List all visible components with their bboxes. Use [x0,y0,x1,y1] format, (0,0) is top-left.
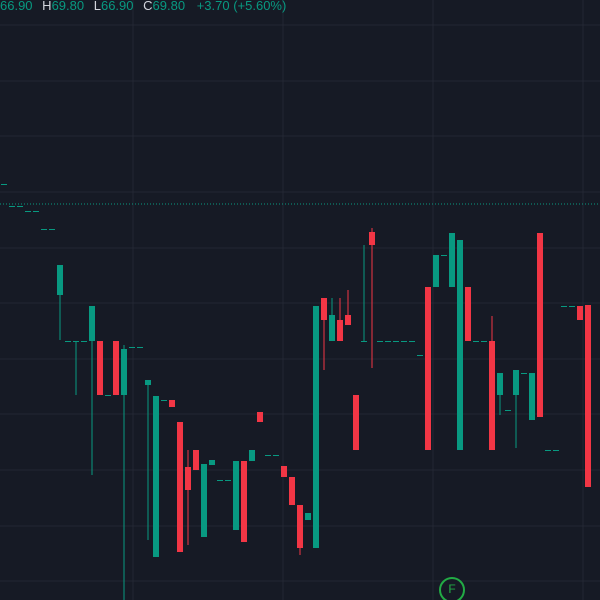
high-value: 69.80 [52,0,85,13]
candle-body [177,422,183,552]
candle-body [409,341,415,342]
candle-body [449,233,455,287]
candle-body [41,229,47,230]
candle-body [417,355,423,356]
candle-body [73,341,79,342]
candle-body [9,206,15,207]
candle-body [89,306,95,341]
candle-body [185,467,191,490]
candle-body [393,341,399,342]
candle-body [585,305,591,487]
close-value: 69.80 [153,0,186,13]
candle-body [425,287,431,450]
event-marker[interactable]: F [439,577,465,600]
candle-body [161,400,167,401]
candle-body [337,320,343,341]
candle-body [113,341,119,395]
candle-body [313,306,319,548]
candle-body [33,211,39,212]
candle-body [433,255,439,287]
candle-body [65,341,71,342]
candle-body [369,232,375,245]
candle-body [289,477,295,505]
candle-body [353,395,359,450]
open-value: 66.90 [0,0,33,13]
plot-area [0,184,600,600]
legend: 66.90 H69.80 L66.90 C69.80 +3.70 (+5.60%… [0,0,286,13]
candle-body [329,315,335,341]
candle-body [465,287,471,341]
candle-body [497,373,503,395]
candle-body [57,265,63,295]
candle-body [49,229,55,230]
candle-body [81,341,87,342]
candle-body [105,395,111,396]
candle-body [521,373,527,374]
candle-body [145,380,151,385]
candle-body [249,450,255,461]
candle-body [153,396,159,557]
candle-body [137,347,143,348]
candle-body [281,466,287,477]
candle-body [577,306,583,320]
candle-body [241,461,247,542]
candle-body [441,255,447,256]
candle-body [273,455,279,456]
candle-body [217,480,223,481]
candle-body [481,341,487,342]
candle-body [321,298,327,320]
candle-body [25,211,31,212]
candle-body [169,400,175,407]
candle-body [505,410,511,411]
candle-body [225,480,231,481]
candle-body [193,450,199,470]
candle-body [561,306,567,307]
candle-body [129,347,135,348]
event-circle [439,577,465,600]
candle-body [97,341,103,395]
candle-body [17,206,23,207]
candle-body [513,370,519,395]
low-label: L [94,0,101,13]
candle-body [553,450,559,451]
high-label: H [42,0,51,13]
candle-body [489,341,495,450]
candle-body [401,341,407,342]
candle-body [457,240,463,450]
candle-body [537,233,543,417]
candle-body [121,349,127,395]
candle-body [201,464,207,537]
candle-body [529,373,535,420]
candle-body [385,341,391,342]
candle-body [297,505,303,548]
candle-body [473,341,479,342]
close-label: C [143,0,152,13]
candle-body [345,315,351,325]
candle-body [1,184,7,185]
candle-body [209,460,215,465]
change-value: +3.70 (+5.60%) [197,0,287,13]
candle-body [305,513,311,520]
candle-body [233,461,239,530]
candle-body [377,341,383,342]
candle-body [361,341,367,342]
low-value: 66.90 [101,0,134,13]
candle-body [545,450,551,451]
candle-body [265,455,271,456]
candle-body [257,412,263,422]
event-label: F [448,582,455,596]
candle-body [569,306,575,307]
